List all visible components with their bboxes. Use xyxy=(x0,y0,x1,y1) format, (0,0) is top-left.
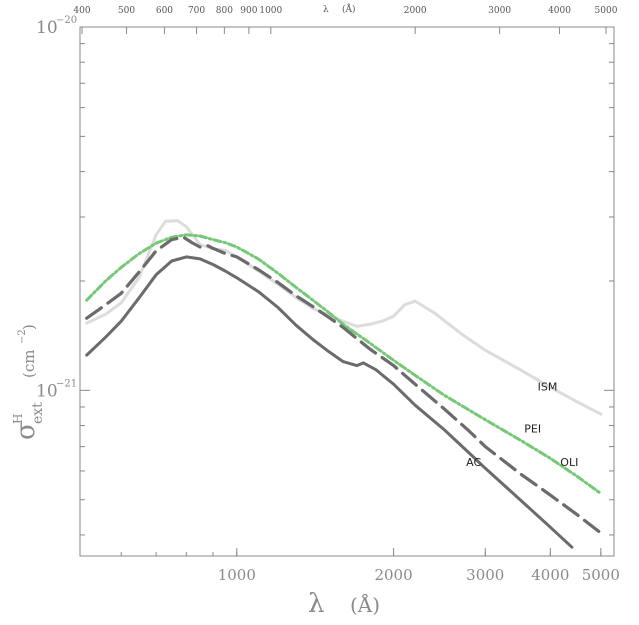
bottom-tick-label: 2000 xyxy=(374,566,412,584)
y-tick-label-base: 10 xyxy=(36,18,58,38)
series-label-ism: ISM xyxy=(538,380,558,393)
y-tick-label-base: 10 xyxy=(36,381,58,401)
series-line-ac xyxy=(85,255,574,549)
top-tick-label: 400 xyxy=(73,6,90,16)
top-tick-label: 4000 xyxy=(548,6,571,16)
series-line-ism xyxy=(85,219,603,416)
bottom-tick-label: 4000 xyxy=(531,566,569,584)
y-tick-label-exponent: −21 xyxy=(56,378,77,389)
top-tick-label: 700 xyxy=(188,6,205,16)
y-axis-sigma: σ xyxy=(11,422,41,440)
series-line-oli xyxy=(85,235,603,535)
top-axis-ticks: 400 500 600 700 800 900 1000 2000 3000 4000 5000 xyxy=(73,6,618,34)
bottom-tick-label: 5000 xyxy=(582,566,620,584)
top-tick-label: 2000 xyxy=(404,6,427,16)
plot-frame xyxy=(79,26,615,557)
bottom-axis-ticks: 1000 2000 3000 4000 5000 xyxy=(120,548,620,584)
bottom-axis-unit: (Å) xyxy=(350,592,380,617)
top-axis-unit: (Å) xyxy=(342,3,356,15)
bottom-tick-label: 3000 xyxy=(466,566,504,584)
series-labels: ISM PEI OLI AC xyxy=(466,380,578,468)
bottom-axis-lambda: λ xyxy=(308,589,324,619)
y-axis-superscript: H xyxy=(11,414,25,424)
y-axis-subscript: ext xyxy=(30,402,46,424)
series-label-oli: OLI xyxy=(560,456,578,469)
series-line-pei xyxy=(85,233,603,495)
series-lines xyxy=(85,219,603,549)
y-axis-unit-exponent: −2 xyxy=(17,329,28,344)
top-tick-label: 5000 xyxy=(595,6,618,16)
y-tick-label-exponent: −20 xyxy=(56,15,77,26)
y-axis-label: σ H ext (cm −2 ) xyxy=(11,324,46,440)
top-tick-label: 800 xyxy=(216,6,233,16)
series-label-ac: AC xyxy=(466,456,481,469)
top-tick-label: 3000 xyxy=(488,6,511,16)
y-axis-unit: (cm xyxy=(20,350,38,378)
series-label-pei: PEI xyxy=(524,423,541,436)
top-tick-label: 1000 xyxy=(259,6,282,16)
top-tick-label: 500 xyxy=(118,6,135,16)
bottom-tick-label: 1000 xyxy=(218,566,256,584)
top-axis-lambda: λ xyxy=(323,5,329,15)
y-axis-unit-close: ) xyxy=(20,324,38,330)
top-tick-label: 600 xyxy=(156,6,173,16)
top-tick-label: 900 xyxy=(240,6,257,16)
